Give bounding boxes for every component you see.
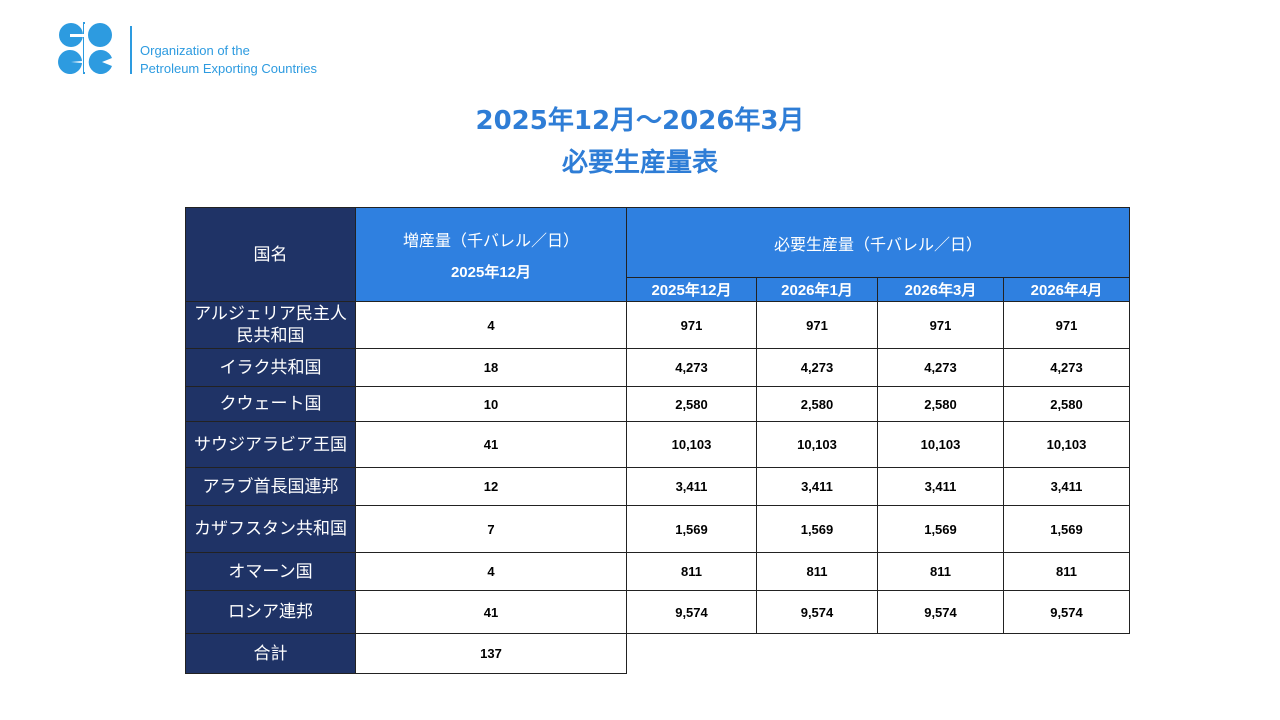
logo-line2: Petroleum Exporting Countries	[140, 61, 318, 76]
increase-cell: 7	[355, 505, 627, 553]
required-cell: 811	[626, 552, 757, 591]
required-cell: 10,103	[1003, 421, 1130, 468]
required-cell: 1,569	[756, 505, 878, 553]
required-cell: 2,580	[756, 386, 878, 422]
required-cell: 9,574	[1003, 590, 1130, 634]
required-cell: 9,574	[877, 590, 1004, 634]
required-cell: 811	[756, 552, 878, 591]
required-cell: 971	[877, 301, 1004, 349]
opec-logo: Organization of the Petroleum Exporting …	[58, 22, 358, 78]
required-cell: 4,273	[756, 348, 878, 387]
required-cell: 811	[877, 552, 1004, 591]
required-cell: 4,273	[626, 348, 757, 387]
increase-cell: 10	[355, 386, 627, 422]
increase-cell: 41	[355, 421, 627, 468]
header-increase-label: 増産量（千バレル／日）	[402, 233, 579, 250]
logo-text: Organization of the Petroleum Exporting …	[140, 42, 317, 78]
table-row: クウェート国 10 2,580 2,580 2,580 2,580	[185, 386, 1130, 422]
table-row: サウジアラビア王国 41 10,103 10,103 10,103 10,103	[185, 421, 1130, 468]
required-cell: 2,580	[626, 386, 757, 422]
increase-cell: 12	[355, 467, 627, 506]
required-cell: 971	[1003, 301, 1130, 349]
required-cell: 811	[1003, 552, 1130, 591]
table-row: カザフスタン共和国 7 1,569 1,569 1,569 1,569	[185, 505, 1130, 553]
required-cell: 9,574	[626, 590, 757, 634]
table-row: イラク共和国 18 4,273 4,273 4,273 4,273	[185, 348, 1130, 387]
header-increase-month: 2025年12月	[450, 264, 532, 281]
country-cell: イラク共和国	[185, 348, 356, 387]
header-month: 2025年12月	[626, 277, 757, 302]
table-row: アルジェリア民主人民共和国 4 971 971 971 971	[185, 301, 1130, 349]
header-month: 2026年4月	[1003, 277, 1130, 302]
country-cell: アラブ首長国連邦	[185, 467, 356, 506]
total-label: 合計	[185, 633, 356, 674]
required-cell: 10,103	[626, 421, 757, 468]
page-title: 2025年12月～2026年3月	[475, 106, 805, 136]
required-cell: 2,580	[1003, 386, 1130, 422]
header-month: 2026年3月	[877, 277, 1004, 302]
country-cell: サウジアラビア王国	[185, 421, 356, 468]
required-cell: 3,411	[1003, 467, 1130, 506]
page-subtitle: 必要生産量表	[561, 148, 718, 178]
increase-cell: 4	[355, 552, 627, 591]
opec-logo-icon	[58, 22, 112, 74]
increase-cell: 18	[355, 348, 627, 387]
total-increase: 137	[355, 633, 627, 674]
required-cell: 3,411	[626, 467, 757, 506]
country-cell: オマーン国	[185, 552, 356, 591]
required-cell: 4,273	[1003, 348, 1130, 387]
table-row: ロシア連邦 41 9,574 9,574 9,574 9,574	[185, 590, 1130, 634]
required-cell: 2,580	[877, 386, 1004, 422]
header-month: 2026年1月	[756, 277, 878, 302]
required-cell: 10,103	[877, 421, 1004, 468]
required-cell: 1,569	[877, 505, 1004, 553]
table-row: オマーン国 4 811 811 811 811	[185, 552, 1130, 591]
required-cell: 1,569	[626, 505, 757, 553]
increase-cell: 41	[355, 590, 627, 634]
country-cell: アルジェリア民主人民共和国	[185, 301, 356, 349]
country-cell: クウェート国	[185, 386, 356, 422]
required-cell: 4,273	[877, 348, 1004, 387]
production-table: 国名 増産量（千バレル／日） 2025年12月 必要生産量（千バレル／日） 20…	[185, 207, 1130, 674]
table-row: アラブ首長国連邦 12 3,411 3,411 3,411 3,411	[185, 467, 1130, 506]
logo-divider	[130, 26, 132, 74]
required-cell: 3,411	[756, 467, 878, 506]
required-cell: 971	[626, 301, 757, 349]
required-cell: 3,411	[877, 467, 1004, 506]
header-required: 必要生産量（千バレル／日）	[626, 207, 1130, 278]
required-cell: 9,574	[756, 590, 878, 634]
required-cell: 10,103	[756, 421, 878, 468]
logo-line1: Organization of the	[140, 43, 250, 58]
required-cell: 971	[756, 301, 878, 349]
country-cell: ロシア連邦	[185, 590, 356, 634]
required-cell: 1,569	[1003, 505, 1130, 553]
increase-cell: 4	[355, 301, 627, 349]
country-cell: カザフスタン共和国	[185, 505, 356, 553]
header-increase: 増産量（千バレル／日） 2025年12月	[355, 207, 627, 302]
header-country: 国名	[185, 207, 356, 302]
